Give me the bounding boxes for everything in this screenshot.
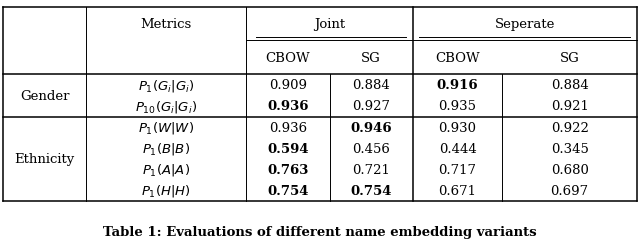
Text: 0.930: 0.930 [438, 121, 477, 134]
Text: Table 1: Evaluations of different name embedding variants: Table 1: Evaluations of different name e… [103, 225, 537, 238]
Text: 0.754: 0.754 [351, 184, 392, 197]
Text: 0.345: 0.345 [550, 142, 589, 155]
Text: 0.909: 0.909 [269, 79, 307, 92]
Text: $P_1(G_i|G_i)$: $P_1(G_i|G_i)$ [138, 78, 195, 94]
Text: 0.936: 0.936 [268, 100, 308, 113]
Text: Seperate: Seperate [495, 18, 555, 31]
Text: Gender: Gender [20, 90, 70, 102]
Text: $P_1(H|H)$: $P_1(H|H)$ [141, 183, 191, 199]
Text: 0.680: 0.680 [550, 163, 589, 176]
Text: 0.456: 0.456 [352, 142, 390, 155]
Text: 0.884: 0.884 [551, 79, 588, 92]
Text: 0.594: 0.594 [267, 142, 309, 155]
Text: 0.721: 0.721 [352, 163, 390, 176]
Text: Joint: Joint [314, 18, 345, 31]
Text: 0.936: 0.936 [269, 121, 307, 134]
Text: Ethnicity: Ethnicity [15, 153, 75, 166]
Text: 0.935: 0.935 [438, 100, 477, 113]
Text: CBOW: CBOW [435, 52, 480, 64]
Text: 0.754: 0.754 [268, 184, 308, 197]
Text: $P_1(B|B)$: $P_1(B|B)$ [142, 141, 191, 156]
Text: 0.946: 0.946 [350, 121, 392, 134]
Text: 0.922: 0.922 [550, 121, 589, 134]
Text: $P_1(W|W)$: $P_1(W|W)$ [138, 120, 195, 136]
Text: $P_{10}(G_i|G_i)$: $P_{10}(G_i|G_i)$ [135, 98, 198, 114]
Text: Metrics: Metrics [141, 18, 192, 31]
Text: $P_1(A|A)$: $P_1(A|A)$ [142, 162, 191, 178]
Text: 0.671: 0.671 [438, 184, 477, 197]
Text: 0.927: 0.927 [352, 100, 390, 113]
Text: SG: SG [362, 52, 381, 64]
Text: 0.916: 0.916 [436, 79, 479, 92]
Text: 0.921: 0.921 [550, 100, 589, 113]
Text: 0.763: 0.763 [268, 163, 308, 176]
Text: CBOW: CBOW [266, 52, 310, 64]
Text: SG: SG [560, 52, 579, 64]
Text: 0.884: 0.884 [353, 79, 390, 92]
Text: 0.697: 0.697 [550, 184, 589, 197]
Text: 0.717: 0.717 [438, 163, 477, 176]
Text: 0.444: 0.444 [439, 142, 476, 155]
